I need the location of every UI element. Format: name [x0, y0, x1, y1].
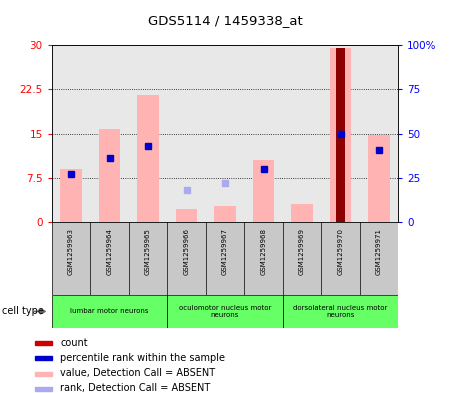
Bar	[167, 295, 283, 328]
Text: lumbar motor neurons: lumbar motor neurons	[70, 309, 149, 314]
Text: GSM1259964: GSM1259964	[107, 228, 112, 275]
Text: cell type: cell type	[2, 307, 44, 316]
Text: GSM1259971: GSM1259971	[376, 228, 382, 275]
Bar	[369, 135, 390, 222]
Bar	[35, 372, 52, 376]
Bar	[253, 160, 274, 222]
Text: count: count	[60, 338, 88, 348]
Bar	[336, 48, 345, 222]
Bar	[35, 387, 52, 391]
Text: dorsolateral nucleus motor
neurons: dorsolateral nucleus motor neurons	[293, 305, 388, 318]
Text: oculomotor nucleus motor
neurons: oculomotor nucleus motor neurons	[179, 305, 271, 318]
Text: GSM1259963: GSM1259963	[68, 228, 74, 275]
Text: GSM1259965: GSM1259965	[145, 228, 151, 275]
Text: percentile rank within the sample: percentile rank within the sample	[60, 353, 225, 363]
Text: rank, Detection Call = ABSENT: rank, Detection Call = ABSENT	[60, 384, 210, 393]
Text: GSM1259967: GSM1259967	[222, 228, 228, 275]
Bar	[99, 129, 120, 222]
Bar	[292, 204, 313, 222]
Bar	[52, 295, 167, 328]
Bar	[35, 341, 52, 345]
Text: GSM1259970: GSM1259970	[338, 228, 343, 275]
Text: GSM1259966: GSM1259966	[184, 228, 189, 275]
Text: value, Detection Call = ABSENT: value, Detection Call = ABSENT	[60, 368, 215, 378]
Bar	[35, 356, 52, 360]
Text: GSM1259968: GSM1259968	[261, 228, 266, 275]
Bar	[137, 95, 158, 222]
Bar	[283, 295, 398, 328]
Text: GSM1259969: GSM1259969	[299, 228, 305, 275]
Bar	[60, 169, 81, 222]
Bar	[214, 206, 236, 222]
Bar	[176, 209, 197, 222]
Bar	[330, 48, 351, 222]
Text: GDS5114 / 1459338_at: GDS5114 / 1459338_at	[148, 14, 302, 27]
